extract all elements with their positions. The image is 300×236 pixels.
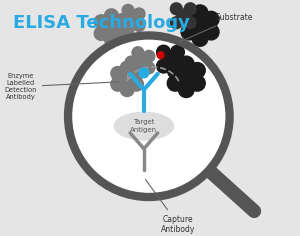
Circle shape <box>133 8 145 20</box>
Circle shape <box>125 56 137 68</box>
Circle shape <box>143 62 155 74</box>
Circle shape <box>68 35 230 197</box>
Circle shape <box>178 82 194 97</box>
Text: Capture
Antibody: Capture Antibody <box>146 180 196 234</box>
Circle shape <box>203 11 219 27</box>
Circle shape <box>191 17 209 35</box>
Circle shape <box>192 30 208 46</box>
Circle shape <box>94 15 108 29</box>
Circle shape <box>163 51 178 67</box>
Circle shape <box>177 68 195 86</box>
Circle shape <box>203 24 219 40</box>
Circle shape <box>132 66 144 77</box>
Circle shape <box>167 63 183 78</box>
Circle shape <box>115 15 128 29</box>
Circle shape <box>190 63 205 78</box>
Circle shape <box>133 20 145 31</box>
Circle shape <box>171 45 184 59</box>
Circle shape <box>181 11 197 27</box>
Circle shape <box>120 83 134 97</box>
Circle shape <box>157 59 170 73</box>
Circle shape <box>170 17 182 29</box>
Circle shape <box>124 13 138 26</box>
Circle shape <box>94 27 108 40</box>
Circle shape <box>130 77 143 91</box>
Circle shape <box>111 77 125 91</box>
Text: ELISA Technology: ELISA Technology <box>13 14 190 32</box>
Circle shape <box>122 4 134 16</box>
Circle shape <box>157 52 164 59</box>
Circle shape <box>143 50 155 62</box>
Circle shape <box>104 33 118 46</box>
Text: Enzyme
Labelled
Detection
Antibody: Enzyme Labelled Detection Antibody <box>4 73 118 100</box>
Circle shape <box>104 9 118 23</box>
Circle shape <box>132 47 144 59</box>
Circle shape <box>139 68 149 78</box>
Circle shape <box>111 67 125 80</box>
Circle shape <box>170 3 182 15</box>
Circle shape <box>157 45 170 59</box>
Text: Substrate: Substrate <box>179 13 253 42</box>
Circle shape <box>178 56 194 72</box>
Circle shape <box>184 3 196 15</box>
Circle shape <box>167 75 183 91</box>
Circle shape <box>192 5 208 21</box>
Circle shape <box>120 61 134 75</box>
Circle shape <box>115 27 128 40</box>
Text: Target
Antigen: Target Antigen <box>130 119 158 133</box>
Circle shape <box>184 17 196 29</box>
Circle shape <box>122 23 134 35</box>
Circle shape <box>119 71 135 87</box>
Ellipse shape <box>114 112 173 140</box>
Circle shape <box>134 55 148 69</box>
Circle shape <box>171 59 184 73</box>
Circle shape <box>103 20 119 35</box>
Circle shape <box>115 14 127 26</box>
Circle shape <box>181 24 197 40</box>
Circle shape <box>190 75 205 91</box>
Circle shape <box>130 67 143 80</box>
Circle shape <box>176 9 190 23</box>
